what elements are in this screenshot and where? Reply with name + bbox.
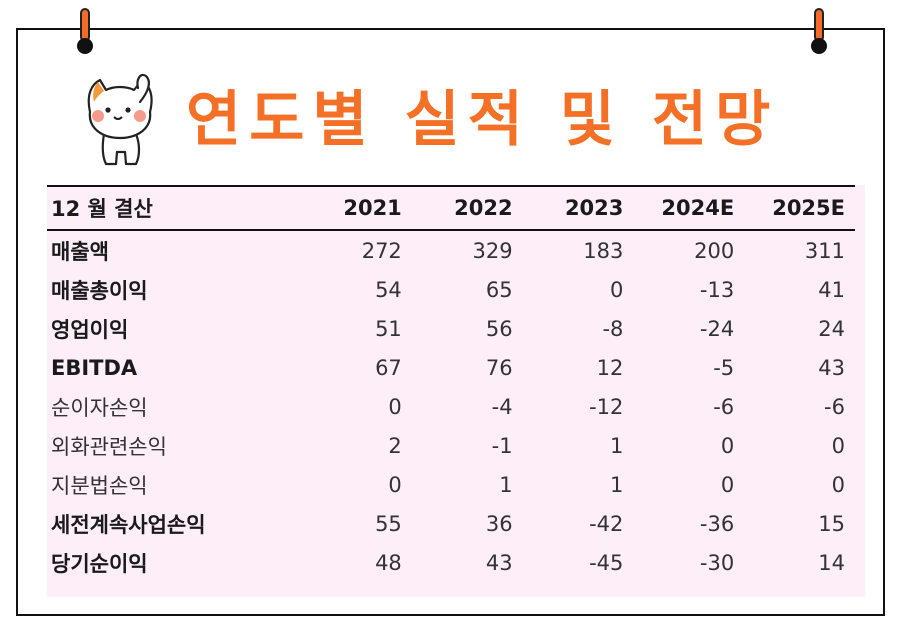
header-cell: 2021 <box>343 196 402 220</box>
table-header-row: 12 월 결산 2021 2022 2023 2024E 2025E <box>47 186 855 230</box>
table-row: 순이자손익 0 -4 -12 -6 -6 <box>47 387 855 426</box>
table-cell: -42 <box>589 511 624 536</box>
table-row: 세전계속사업손익 55 36 -42 -36 15 <box>47 504 855 543</box>
table-cell: 76 <box>485 355 513 380</box>
row-label: 영업이익 <box>51 317 129 342</box>
table-cell: 0 <box>720 472 735 497</box>
table-cell: -24 <box>699 316 735 341</box>
cat-mascot-icon <box>87 73 153 166</box>
pin-icon <box>806 8 832 54</box>
financial-table-panel: 12 월 결산 2021 2022 2023 2024E 2025E 매출액 2… <box>47 185 865 597</box>
table-cell: 12 <box>596 355 624 380</box>
table-cell: 1 <box>499 472 513 497</box>
table-row: 매출총이익 54 65 0 -13 41 <box>47 270 855 309</box>
table-row: 당기순이익 48 43 -45 -30 14 <box>47 543 855 582</box>
row-label: 매출액 <box>51 239 109 264</box>
header-cell: 2022 <box>454 196 513 220</box>
table-cell: -12 <box>589 394 624 419</box>
table-cell: 183 <box>583 238 624 263</box>
pin-icon <box>72 8 98 54</box>
row-label: 지분법손익 <box>51 473 148 498</box>
table-cell: 1 <box>610 433 624 458</box>
table-cell: 200 <box>694 238 735 263</box>
table-cell: -36 <box>699 511 735 536</box>
table-cell: 36 <box>485 511 513 536</box>
table-cell: 272 <box>361 238 402 263</box>
table-cell: 24 <box>818 316 845 341</box>
table-cell: 0 <box>388 394 402 419</box>
table-row: EBITDA 67 76 12 -5 43 <box>47 348 855 387</box>
table-cell: -45 <box>589 550 624 575</box>
table-cell: 14 <box>818 550 845 575</box>
table-cell: 67 <box>375 355 402 380</box>
table-cell: 48 <box>375 550 402 575</box>
table-cell: 2 <box>388 433 402 458</box>
page-title: 연도별 실적 및 전망 <box>186 85 779 155</box>
row-label: 세전계속사업손익 <box>51 512 206 537</box>
table-cell: 329 <box>472 238 513 263</box>
table-cell: -30 <box>699 550 735 575</box>
table-cell: 0 <box>831 433 845 458</box>
table-cell: -6 <box>713 394 735 419</box>
table-cell: 1 <box>610 472 624 497</box>
table-row: 영업이익 51 56 -8 -24 24 <box>47 309 855 348</box>
table-cell: 41 <box>818 277 845 302</box>
header-cell: 12 월 결산 <box>51 197 153 221</box>
header-cell: 2025E <box>772 196 845 220</box>
row-label: EBITDA <box>51 355 138 380</box>
table-cell: 0 <box>610 277 624 302</box>
table-cell: 51 <box>375 316 402 341</box>
header-cell: 2023 <box>564 196 624 220</box>
table-cell: 55 <box>375 511 402 536</box>
financial-table: 12 월 결산 2021 2022 2023 2024E 2025E 매출액 2… <box>47 185 855 582</box>
table-cell: -1 <box>491 433 513 458</box>
table-cell: 15 <box>818 511 845 536</box>
table-cell: 43 <box>818 355 845 380</box>
table-cell: -5 <box>713 355 735 380</box>
table-cell: 0 <box>831 472 845 497</box>
row-label: 외화관련손익 <box>51 434 167 459</box>
table-cell: 311 <box>804 238 845 263</box>
table-cell: 54 <box>375 277 402 302</box>
table-row: 지분법손익 0 1 1 0 0 <box>47 465 855 504</box>
table-cell: 0 <box>388 472 402 497</box>
table-cell: 0 <box>720 433 735 458</box>
row-label: 순이자손익 <box>51 395 148 420</box>
row-label: 매출총이익 <box>51 278 148 303</box>
table-row: 매출액 272 329 183 200 311 <box>47 230 855 270</box>
row-label: 당기순이익 <box>51 551 148 576</box>
table-cell: -13 <box>699 277 735 302</box>
table-cell: 65 <box>485 277 513 302</box>
table-cell: -6 <box>824 394 845 419</box>
table-cell: 56 <box>485 316 513 341</box>
table-cell: -4 <box>491 394 513 419</box>
table-row: 외화관련손익 2 -1 1 0 0 <box>47 426 855 465</box>
table-cell: 43 <box>485 550 513 575</box>
table-cell: -8 <box>602 316 624 341</box>
header-cell: 2024E <box>661 196 735 220</box>
